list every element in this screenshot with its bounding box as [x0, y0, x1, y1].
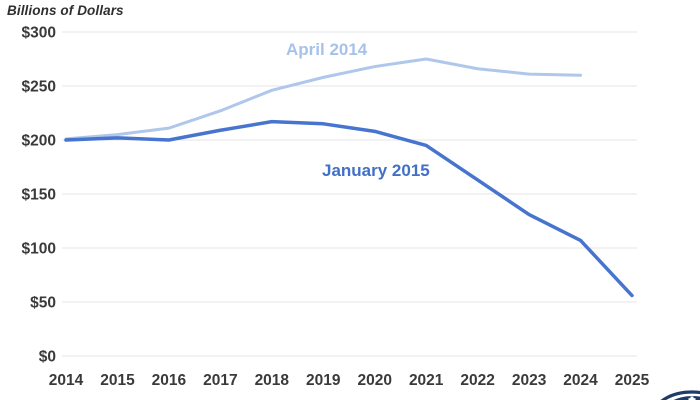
y-tick-label-300: $300 — [22, 25, 56, 42]
x-tick-label-2014: 2014 — [49, 372, 84, 389]
x-tick-label-2015: 2015 — [100, 372, 135, 389]
x-tick-label-2023: 2023 — [512, 372, 547, 389]
x-tick-label-2016: 2016 — [152, 372, 187, 389]
y-tick-label-100: $100 — [22, 241, 56, 258]
x-tick-label-2025: 2025 — [615, 372, 650, 389]
y-axis-title: Billions of Dollars — [7, 3, 124, 18]
x-tick-label-2017: 2017 — [203, 372, 237, 389]
series-line-april-2014 — [64, 57, 583, 141]
x-tick-label-2020: 2020 — [357, 372, 391, 389]
y-tick-label-0: $0 — [39, 349, 56, 366]
y-tick-label-250: $250 — [22, 79, 56, 96]
y-tick-label-50: $50 — [30, 295, 56, 312]
series-label-january-2015: January 2015 — [322, 161, 430, 180]
series-label-april-2014: April 2014 — [286, 40, 368, 59]
x-tick-label-2022: 2022 — [460, 372, 494, 389]
y-tick-label-200: $200 — [22, 133, 56, 150]
x-tick-label-2019: 2019 — [306, 372, 341, 389]
series-line-january-2015 — [64, 119, 634, 298]
x-tick-label-2018: 2018 — [255, 372, 290, 389]
y-tick-label-150: $150 — [22, 187, 56, 204]
x-tick-label-2021: 2021 — [409, 372, 444, 389]
seal-logo-icon — [660, 390, 700, 400]
x-tick-label-2024: 2024 — [563, 372, 598, 389]
